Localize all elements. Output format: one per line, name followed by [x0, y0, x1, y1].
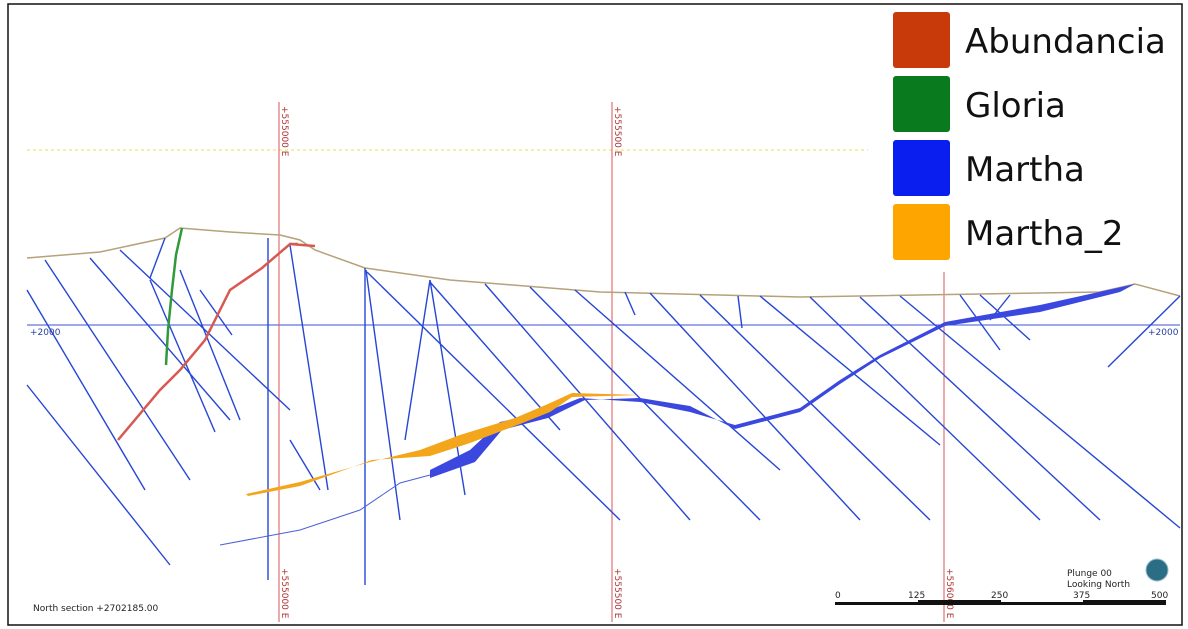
looking-label: Looking North	[1067, 580, 1130, 590]
elevation-label: +2000	[1148, 328, 1179, 338]
section-label: +556000 E	[944, 568, 954, 619]
legend-label: Gloria	[965, 86, 1066, 126]
scale-label: 375	[1073, 591, 1090, 601]
section-label: +555000 E	[279, 568, 289, 619]
section-label: +555500 E	[612, 106, 622, 157]
scale-label: 0	[835, 591, 841, 601]
scale-label: 250	[991, 591, 1008, 601]
scale-label: 125	[908, 591, 925, 601]
legend-swatch	[893, 204, 950, 260]
scale-label: 500	[1151, 591, 1168, 601]
plunge-label: Plunge 00	[1067, 569, 1112, 579]
legend-label: Martha_2	[965, 214, 1124, 254]
legend-label: Abundancia	[965, 22, 1166, 62]
legend-swatch	[893, 12, 950, 68]
legend-swatch	[893, 140, 950, 196]
elevation-label: +2000	[30, 328, 61, 338]
legend-swatch	[893, 76, 950, 132]
section-view: Abundancia Gloria Martha Martha_2 +55500…	[0, 0, 1188, 629]
legend-label: Martha	[965, 150, 1085, 190]
section-label: +555500 E	[612, 568, 622, 619]
section-label: +555000 E	[279, 106, 289, 157]
section-caption: North section +2702185.00	[33, 604, 159, 614]
orientation-icon	[1146, 559, 1168, 581]
